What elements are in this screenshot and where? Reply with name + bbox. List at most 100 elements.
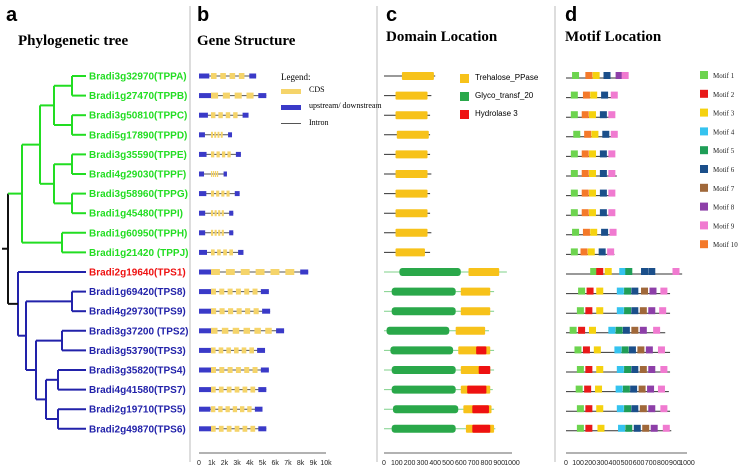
gene-axis-tick-3: 3k: [233, 460, 241, 467]
panel-c-title: Domain Location: [386, 29, 498, 45]
motif-box-11-5: [631, 287, 639, 295]
gene-label-18: Bradi2g49870(TPS6): [89, 424, 186, 435]
motif-box-11-7: [649, 287, 657, 295]
gene-utr5-16: [199, 387, 211, 393]
motif-axis-tick-3: 300: [596, 460, 608, 467]
domain-legend-glyco-label: Glyco_transf_20: [475, 91, 534, 100]
motif-box-15-5: [631, 366, 639, 373]
motif-box-4-1: [581, 150, 589, 158]
motif-box-12-1: [585, 307, 593, 315]
motif-box-18-8: [662, 424, 670, 432]
gene-cds-16-5: [250, 386, 256, 393]
domain-axis-tick-1: 100: [391, 460, 403, 467]
motif-box-12-7: [648, 307, 656, 315]
gene-utr3-5: [223, 171, 227, 177]
gene-cds-18-5: [250, 425, 256, 432]
motif-box-10-3: [619, 268, 627, 275]
gene-utr3-9: [238, 249, 244, 255]
motif-box-17-7: [648, 405, 656, 413]
domain-trehalose-11-1: [460, 287, 491, 296]
gene-cds-5-1: [212, 171, 215, 177]
motif-box-16-6: [638, 385, 646, 393]
motif-box-7-1: [581, 209, 589, 217]
motif-box-13-6: [631, 326, 639, 334]
motif-axis-tick-4: 400: [609, 460, 621, 467]
motif-box-4-3: [599, 150, 607, 158]
gene-cds-16-4: [242, 386, 248, 393]
motif-box-9-4: [607, 248, 615, 256]
gene-cds-5-0: [211, 171, 213, 177]
gene-utr5-6: [199, 191, 207, 197]
gene-cds-14-4: [241, 347, 247, 354]
gene-cds-17-0: [211, 406, 216, 413]
domain-axis-tick-6: 600: [455, 460, 467, 467]
motif-box-14-8: [657, 346, 665, 354]
motif-axis-tick-10: 1000: [679, 460, 695, 467]
domain-glyco-16-0: [391, 385, 456, 394]
motif-box-11-0: [578, 287, 586, 295]
motif-box-8-1: [582, 228, 590, 236]
motif-box-16-7: [647, 385, 655, 393]
motif-box-0-4: [615, 72, 623, 79]
motif-box-13-0: [569, 326, 577, 334]
motif-box-5-0: [570, 170, 578, 177]
domain-trehalose-7-0: [395, 209, 428, 218]
gene-cds-4-0: [211, 151, 215, 158]
gene-label-1: Bradi1g27470(TPPB): [89, 91, 187, 102]
motif-box-18-4: [625, 424, 633, 432]
domain-legend-hydrolase-label: Hydrolase 3: [475, 109, 518, 118]
domain-trehalose-1-0: [395, 91, 428, 100]
motif-legend-swatch-5: [700, 165, 708, 173]
motif-box-12-3: [616, 307, 624, 315]
motif-legend-swatch-8: [700, 221, 708, 230]
motif-box-13-2: [588, 326, 596, 334]
domain-axis-tick-5: 500: [442, 460, 454, 467]
motif-legend-label-6: Motif 7: [713, 185, 735, 193]
motif-box-5-2: [588, 170, 596, 177]
gene-cds-7-3: [221, 210, 224, 217]
motif-box-16-5: [630, 385, 638, 393]
gene-cds-7-0: [211, 210, 214, 217]
motif-axis-tick-0: 0: [564, 460, 568, 467]
gene-cds-14-3: [234, 347, 239, 354]
gene-axis-tick-7: 7k: [284, 460, 292, 467]
gene-cds-12-1: [219, 308, 225, 315]
panel-a-title: Phylogenetic tree: [18, 33, 129, 49]
gene-cds-2-0: [211, 112, 216, 119]
gene-cds-12-3: [236, 308, 242, 315]
motif-box-2-0: [570, 111, 578, 119]
gene-label-7: Bradi1g45480(TPPI): [89, 209, 183, 220]
domain-trehalose-0-0: [401, 72, 434, 80]
motif-legend-swatch-1: [700, 89, 708, 98]
motif-box-13-1: [578, 326, 586, 334]
gene-cds-10-5: [285, 269, 295, 275]
gene-utr5-17: [199, 406, 211, 412]
domain-trehalose-10-1: [468, 268, 500, 276]
gene-utr3-6: [234, 191, 240, 197]
motif-box-6-3: [599, 189, 607, 197]
domain-hydrolase-17-2: [472, 405, 489, 414]
motif-box-6-1: [581, 189, 589, 197]
gene-label-13: Bradi3g37200 (TPS2): [89, 326, 189, 337]
gene-utr5-1: [199, 93, 211, 99]
gene-cds-18-0: [211, 425, 216, 432]
gene-cds-15-2: [227, 367, 233, 373]
motif-box-1-0: [570, 91, 578, 99]
motif-box-9-1: [580, 248, 588, 256]
motif-box-17-6: [639, 405, 647, 413]
gene-cds-0-1: [220, 73, 226, 79]
motif-legend-label-1: Motif 2: [713, 91, 735, 99]
motif-box-1-4: [610, 91, 618, 99]
gene-cds-6-3: [226, 190, 230, 197]
gene-cds-8-2: [218, 229, 221, 236]
gene-cds-16-0: [211, 386, 216, 393]
motif-legend-swatch-2: [700, 108, 708, 117]
gene-cds-14-2: [226, 347, 231, 354]
gene-cds-18-2: [226, 425, 232, 432]
gene-legend-utr-label: upstream/ downstream: [309, 101, 382, 110]
motif-box-5-1: [581, 170, 589, 177]
motif-box-9-3: [598, 248, 606, 256]
gene-utr5-4: [199, 151, 207, 157]
